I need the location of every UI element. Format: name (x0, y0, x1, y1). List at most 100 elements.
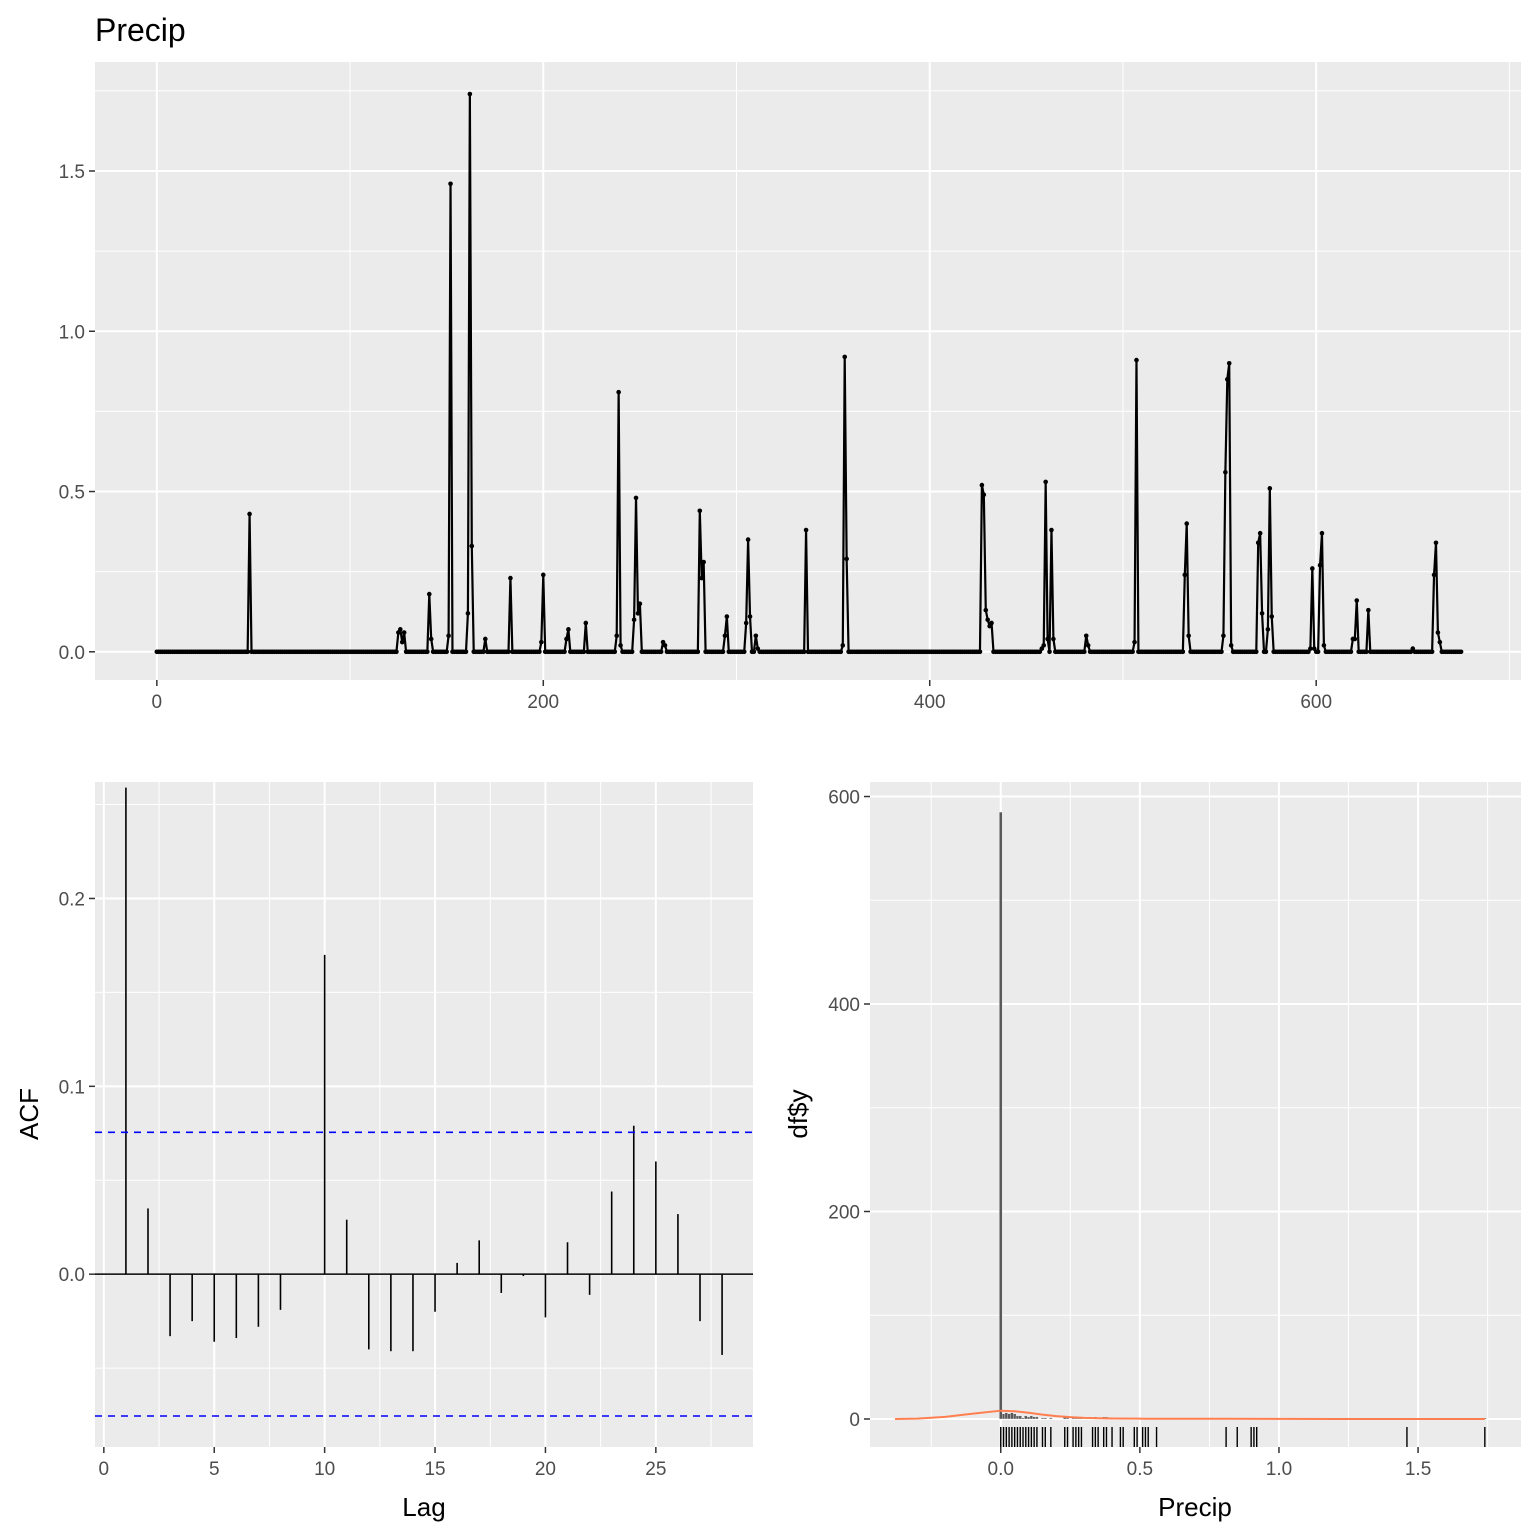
x-tick-labels: 0 5 10 15 20 25 (99, 1447, 666, 1480)
data-point (1082, 649, 1087, 655)
data-point (633, 495, 639, 501)
data-point (844, 556, 849, 562)
time-series-plot: Precip 0 200 400 600 0.0 0.5 1.0 1.5 (59, 12, 1521, 713)
data-point (540, 572, 546, 578)
data-point (1437, 639, 1443, 645)
data-point (1348, 649, 1354, 655)
x-tick-label: 1.5 (1405, 1459, 1431, 1480)
data-point (1186, 633, 1191, 639)
data-point (483, 636, 488, 642)
plot-panel (870, 782, 1521, 1447)
histogram-bar (1029, 1415, 1033, 1420)
data-point (1226, 361, 1232, 366)
data-point (398, 627, 403, 632)
y-tick-label: 0.2 (59, 889, 85, 910)
data-point (506, 649, 511, 655)
data-point (1180, 649, 1186, 655)
data-point (753, 633, 759, 639)
data-point (426, 591, 432, 597)
data-point (1317, 562, 1323, 568)
data-point (840, 643, 846, 648)
y-tick-label: 600 (828, 788, 860, 809)
data-point (1259, 611, 1265, 616)
y-tick-label: 400 (828, 995, 860, 1016)
data-point (1321, 643, 1327, 648)
data-point (983, 607, 989, 613)
histogram-bar (1043, 1417, 1047, 1420)
x-tick-label: 200 (527, 692, 559, 713)
histogram-bar (1007, 1413, 1011, 1420)
data-point (469, 543, 475, 549)
data-point (465, 611, 471, 616)
data-point (1045, 636, 1050, 642)
data-point (614, 633, 620, 639)
histogram-bar (1018, 1415, 1022, 1420)
rug-marks (1000, 1427, 1486, 1447)
data-point (616, 389, 621, 395)
data-point (1047, 649, 1052, 655)
data-point (1134, 357, 1139, 363)
density-line (895, 1409, 1485, 1420)
histogram-bar (1040, 1417, 1045, 1420)
data-point (467, 91, 473, 97)
data-point (1130, 649, 1135, 655)
data-point (985, 617, 990, 623)
y-tick-label: 0.1 (59, 1077, 85, 1098)
data-point (1433, 540, 1439, 546)
data-point (631, 617, 637, 623)
y-tick-label: 0.0 (59, 1265, 85, 1286)
data-point (637, 601, 643, 607)
data-point (463, 649, 469, 655)
data-point (1219, 649, 1224, 655)
x-tick-label: 0.0 (988, 1459, 1014, 1480)
data-point (1255, 540, 1261, 546)
data-point (566, 627, 571, 632)
x-tick-label: 5 (209, 1459, 220, 1480)
data-point (1269, 614, 1275, 619)
data-point (1041, 643, 1047, 648)
histogram-bar (1032, 1416, 1036, 1420)
data-point (481, 649, 486, 655)
data-point (399, 639, 405, 645)
y-tick-labels: 0.0 0.5 1.0 1.5 (59, 162, 95, 664)
data-point (981, 492, 987, 498)
data-point (618, 643, 623, 648)
data-point (1083, 633, 1089, 639)
x-tick-label: 400 (914, 692, 946, 713)
y-tick-label: 1.5 (59, 162, 85, 183)
data-point (701, 559, 706, 565)
data-point (741, 649, 747, 655)
data-point (1354, 598, 1360, 603)
data-point (751, 649, 757, 655)
histogram-bar (1010, 1412, 1014, 1420)
data-point (1257, 530, 1263, 536)
data-point (1043, 479, 1048, 485)
data-point (1310, 566, 1315, 571)
data-point (1308, 646, 1313, 651)
histogram-bar (1027, 1416, 1031, 1420)
data-point (838, 649, 844, 655)
y-tick-label: 0.0 (59, 643, 85, 664)
data-point (581, 649, 587, 655)
plot-title: Precip (95, 12, 186, 48)
data-point (989, 620, 994, 626)
x-tick-label: 20 (535, 1459, 556, 1480)
data-point (1223, 469, 1228, 475)
data-point (508, 575, 513, 581)
data-point (1435, 630, 1441, 635)
histogram-bar (1002, 1413, 1006, 1420)
data-point (1049, 527, 1054, 533)
histogram-bar (999, 811, 1003, 1420)
x-tick-label: 15 (424, 1459, 445, 1480)
data-point (583, 620, 589, 626)
y-tick-labels: 0.0 0.1 0.2 (59, 889, 95, 1286)
data-point (1184, 521, 1190, 526)
plot-panel (95, 62, 1521, 680)
data-point (658, 649, 664, 655)
data-point (1319, 530, 1325, 536)
data-point (247, 511, 252, 517)
data-point (979, 482, 985, 488)
data-point (444, 649, 449, 655)
histogram-bar (1013, 1413, 1017, 1420)
x-axis-label: Precip (1158, 1492, 1232, 1522)
